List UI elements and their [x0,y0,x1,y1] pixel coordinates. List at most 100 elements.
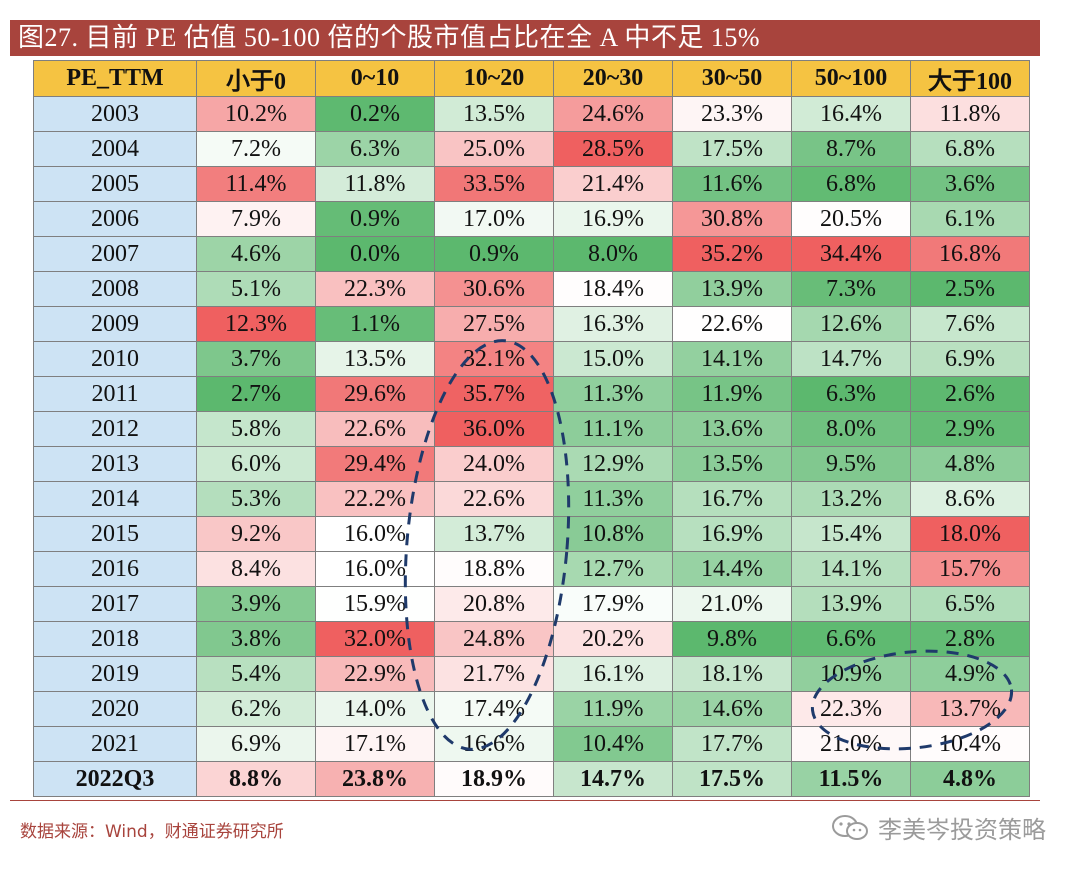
table-cell: 13.7% [910,691,1030,727]
table-cell: 11.4% [196,166,316,202]
table-cell: 7.9% [196,201,316,237]
table-cell: 9.8% [672,621,792,657]
table-cell: 24.6% [553,96,673,132]
table-cell: 12.9% [553,446,673,482]
table-cell: 28.5% [553,131,673,167]
table-row: 2005 11.4% 11.8% 33.5% 21.4% 11.6% 6.8% 3.6% [33,166,1030,202]
table-cell: 2.8% [910,621,1030,657]
table-row: 2016 8.4% 16.0% 18.8% 12.7% 14.4% 14.1% 15.7% [33,551,1030,587]
table-cell: 36.0% [434,411,554,447]
table-cell: 0.0% [315,236,435,272]
table-row: 2019 5.4% 22.9% 21.7% 16.1% 18.1% 10.9% 4.9% [33,656,1030,692]
column-header: 10~20 [434,60,554,97]
column-header: 0~10 [315,60,435,97]
table-cell: 2.6% [910,376,1030,412]
table-cell: 11.1% [553,411,673,447]
table-cell: 13.5% [315,341,435,377]
row-label: 2011 [33,376,197,412]
table-cell: 22.2% [315,481,435,517]
table-row: 2006 7.9% 0.9% 17.0% 16.9% 30.8% 20.5% 6.1% [33,201,1030,237]
table-cell: 12.6% [791,306,911,342]
table-cell: 16.6% [434,726,554,762]
table-row: 2013 6.0% 29.4% 24.0% 12.9% 13.5% 9.5% 4.8% [33,446,1030,482]
table-cell: 4.8% [910,446,1030,482]
table-cell: 20.8% [434,586,554,622]
table-cell: 8.0% [791,411,911,447]
watermark-text: 李美岑投资策略 [878,816,1046,844]
table-row: 2021 6.9% 17.1% 16.6% 10.4% 17.7% 21.0% 10.4% [33,726,1030,762]
table-cell: 21.0% [791,726,911,762]
row-label: 2006 [33,201,197,237]
table-cell: 10.4% [553,726,673,762]
table-row: 2003 10.2% 0.2% 13.5% 24.6% 23.3% 16.4% 11.8% [33,96,1030,132]
table-cell: 6.8% [791,166,911,202]
table-cell: 17.7% [672,726,792,762]
table-cell: 15.7% [910,551,1030,587]
table-cell: 6.8% [910,131,1030,167]
table-cell: 6.1% [910,201,1030,237]
table-cell: 35.7% [434,376,554,412]
table-cell: 35.2% [672,236,792,272]
table-cell: 6.3% [315,131,435,167]
table-cell: 14.7% [553,761,673,797]
table-row: 2004 7.2% 6.3% 25.0% 28.5% 17.5% 8.7% 6.8% [33,131,1030,167]
table-cell: 13.7% [434,516,554,552]
table-cell: 25.0% [434,131,554,167]
table-cell: 6.9% [910,341,1030,377]
table-cell: 3.8% [196,621,316,657]
row-label: 2016 [33,551,197,587]
table-cell: 13.9% [672,271,792,307]
source-note: 数据来源：Wind，财通证券研究所 [20,822,284,842]
table-cell: 18.9% [434,761,554,797]
table-cell: 22.3% [791,691,911,727]
table-cell: 12.7% [553,551,673,587]
column-header: 20~30 [553,60,673,97]
table-cell: 15.0% [553,341,673,377]
table-cell: 23.8% [315,761,435,797]
table-cell: 6.0% [196,446,316,482]
table-cell: 7.6% [910,306,1030,342]
table-cell: 0.2% [315,96,435,132]
table-cell: 10.2% [196,96,316,132]
table-cell: 13.5% [434,96,554,132]
table-cell: 11.3% [553,376,673,412]
row-label: 2013 [33,446,197,482]
table-cell: 8.0% [553,236,673,272]
table-cell: 16.3% [553,306,673,342]
table-cell: 3.9% [196,586,316,622]
table-cell: 16.8% [910,236,1030,272]
table-cell: 13.6% [672,411,792,447]
table-row: 2012 5.8% 22.6% 36.0% 11.1% 13.6% 8.0% 2.9% [33,411,1030,447]
table-cell: 24.8% [434,621,554,657]
column-header: 大于100 [910,60,1030,97]
table-cell: 11.9% [553,691,673,727]
table-cell: 17.5% [672,131,792,167]
column-header: 30~50 [672,60,792,97]
row-label: 2008 [33,271,197,307]
row-label: 2010 [33,341,197,377]
table-cell: 21.4% [553,166,673,202]
table-row: 2020 6.2% 14.0% 17.4% 11.9% 14.6% 22.3% 13.7% [33,691,1030,727]
table-cell: 20.2% [553,621,673,657]
table-cell: 16.9% [672,516,792,552]
column-header: 50~100 [791,60,911,97]
table-cell: 15.9% [315,586,435,622]
table-cell: 16.0% [315,516,435,552]
table-cell: 33.5% [434,166,554,202]
table-cell: 32.0% [315,621,435,657]
table-cell: 18.4% [553,271,673,307]
table-cell: 14.4% [672,551,792,587]
table-cell: 8.4% [196,551,316,587]
row-label: 2020 [33,691,197,727]
table-cell: 29.4% [315,446,435,482]
table-cell: 10.9% [791,656,911,692]
table-cell: 4.9% [910,656,1030,692]
table-cell: 11.9% [672,376,792,412]
table-cell: 1.1% [315,306,435,342]
table-cell: 30.8% [672,201,792,237]
figure-title: 图27. 目前 PE 估值 50-100 倍的个股市值占比在全 A 中不足 15… [10,20,1040,56]
table-cell: 3.6% [910,166,1030,202]
table-cell: 30.6% [434,271,554,307]
table-cell: 34.4% [791,236,911,272]
pe-distribution-table: PE_TTM 小于0 0~10 10~20 20~30 30~50 50~100 大于100 … [33,60,1030,797]
